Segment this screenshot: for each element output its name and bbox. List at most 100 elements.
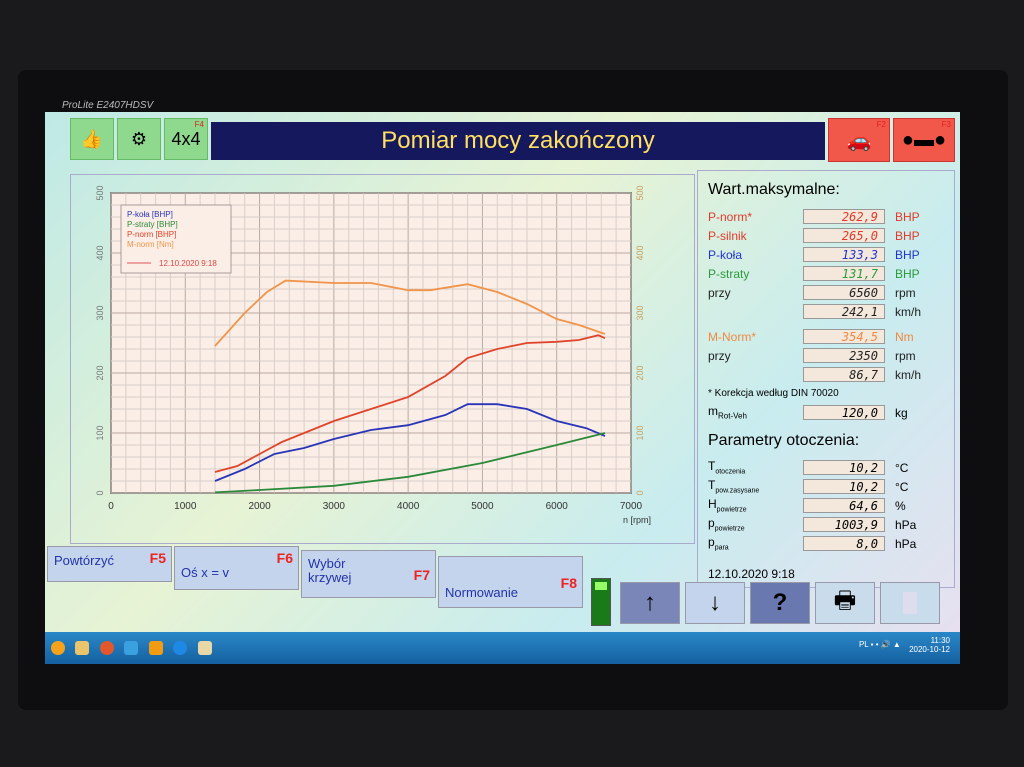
language-indicator[interactable]: PL [858,640,869,650]
edge-icon[interactable] [173,641,188,655]
max-value-field: 6560 [803,285,885,300]
series-line-p-straty [214,432,606,494]
f6-key-label: F6 [276,550,293,566]
print-button[interactable]: 🖶 [815,582,875,624]
repeat-label: Powtórzyć [54,553,114,568]
max-value-unit: rpm [895,348,916,363]
max-value-label: M-Norm* [708,329,756,344]
max-value-field: 262,9 [803,209,885,224]
curve-select-button[interactable]: Wybór krzywej F7 [301,550,436,598]
rollers-button[interactable]: ●▬● F3 [893,118,955,162]
ambient-subscript: powietrze [716,506,747,514]
media-player-icon[interactable] [148,641,163,655]
legend-box [120,204,232,274]
help-icon: ? [772,589,788,616]
max-value-label: P-straty [708,266,750,281]
printer-icon: 🖶 [833,586,857,614]
ambient-unit: % [895,498,906,513]
max-value-unit: BHP [895,209,920,224]
ambient-heading: Parametry otoczenia: [708,432,860,449]
export-button[interactable] [880,582,940,624]
y-right-tick-label: 100 [635,425,645,440]
ie-icon[interactable] [124,641,139,655]
ambient-subscript: pow.zasysane [715,487,760,495]
y-left-tick-label: 400 [95,245,105,260]
max-value-unit: km/h [895,304,922,319]
max-value-unit: rpm [895,285,916,300]
engine-button[interactable]: ⚙ [117,118,161,160]
mass-unit: kg [895,405,908,420]
f5-key-label: F5 [149,550,166,566]
awd-button[interactable]: 4x4 F4 [164,118,208,160]
repeat-button[interactable]: Powtórzyć F5 [47,546,172,582]
status-led-indicator [591,578,611,626]
ambient-row: Tpow.zasysane 10,2 °C [708,477,944,496]
normalization-button[interactable]: Normowanie F8 [438,556,583,608]
max-value-field: 265,0 [803,228,885,243]
ambient-value: 64,6 [803,498,885,513]
axis-button[interactable]: Oś x = v F6 [174,546,299,590]
help-button[interactable]: ? [750,582,810,624]
legend-date: 12.10.2020 9:18 [159,259,217,268]
f3-key-label: F3 [941,120,951,129]
system-tray: PL ▪ • 🔊 ▲ 11:30 2020-10-12 [858,636,950,654]
ambient-symbol: T [708,478,716,493]
f4-key-label: F4 [194,120,204,129]
max-value-row: P-norm* 262,9 BHP [708,207,944,226]
y-right-tick-label: 0 [635,490,645,495]
ambient-value: 8,0 [803,536,885,551]
ambient-unit: hPa [895,517,917,532]
max-value-row: 242,1 km/h [708,302,944,321]
legend-entry: P-koła [BHP] [127,210,173,219]
series-line-m-norm [214,279,606,347]
folder-icon[interactable] [75,641,90,655]
y-right-tick-label: 400 [635,245,645,260]
document-icon [903,592,917,614]
scroll-down-button[interactable]: ↓ [685,582,745,624]
ambient-value: 10,2 [803,479,885,494]
max-values-heading: Wart.maksymalne: [708,181,840,198]
ambient-label: Hpowietrze [708,497,803,513]
y-right-tick-label: 500 [635,185,645,200]
ambient-unit: °C [895,460,909,475]
ambient-symbol: H [708,497,717,512]
y-left-tick-label: 500 [95,185,105,200]
max-value-row: przy 6560 rpm [708,283,944,302]
mass-value: 120,0 [803,405,885,420]
firefox-icon[interactable] [99,641,114,655]
ambient-subscript: para [714,544,729,552]
series-line-p-norm [214,334,606,473]
max-value-row: przy 2350 rpm [708,346,944,365]
max-value-unit: km/h [895,367,922,382]
din-note: * Korekcja według DIN 70020 [708,388,839,399]
approve-button[interactable]: 👍 [70,118,114,160]
x-tick-label: 0 [108,501,114,512]
measurement-timestamp: 12.10.2020 9:18 [708,567,795,581]
vehicle-button[interactable]: 🚗 F2 [828,118,890,162]
y-right-tick-label: 300 [635,305,645,320]
ambient-row: ppara 8,0 hPa [708,534,944,553]
start-button-icon[interactable] [51,641,65,655]
dyno-app-taskbar-icon[interactable] [197,641,212,655]
max-value-field: 133,3 [803,247,885,262]
mass-sub: Rot-Veh [718,411,747,421]
f2-key-label: F2 [876,120,886,129]
ambient-symbol: p [708,535,715,550]
y-left-tick-label: 200 [95,365,105,380]
series-line-p-koła [214,403,606,482]
max-value-row: P-silnik 265,0 BHP [708,226,944,245]
clock[interactable]: 11:30 2020-10-12 [909,636,950,654]
max-value-label: P-norm* [708,209,753,224]
max-value-field: 86,7 [803,367,885,382]
results-panel: Wart.maksymalne: P-norm* 262,9 BHP P-silnik… [697,170,955,588]
ambient-label: ppowietrze [708,516,803,532]
ambient-value: 10,2 [803,460,885,475]
engine-icon: ⚙ [130,128,148,149]
y-left-tick-label: 100 [95,425,105,440]
scroll-up-button[interactable]: ↑ [620,582,680,624]
awd-label: 4x4 [171,128,201,149]
y-left-tick-label: 0 [95,490,105,495]
mass-row: mRot-Veh 120,0 kg [708,403,944,422]
curve-label: Wybór krzywej [308,556,352,585]
ambient-label: ppara [708,535,803,551]
